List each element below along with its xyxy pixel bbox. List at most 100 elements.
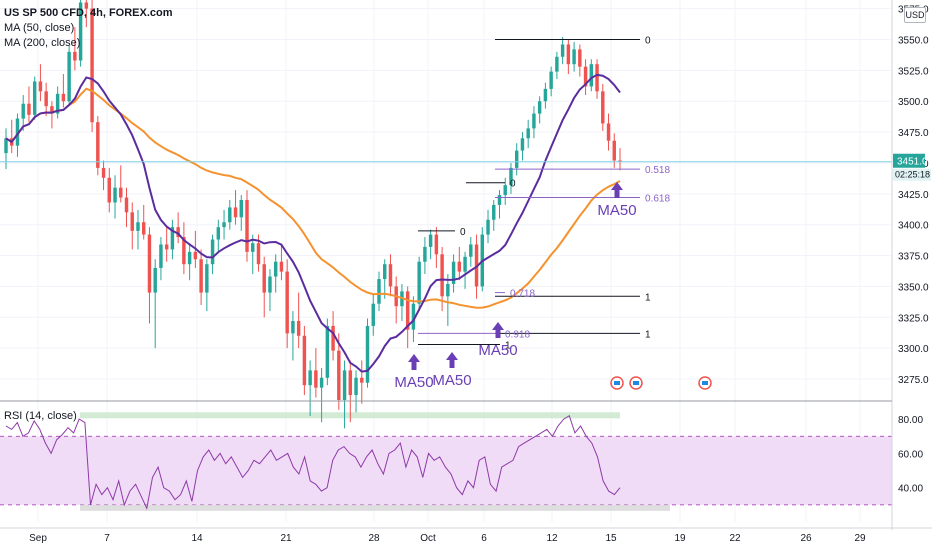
candle-body bbox=[503, 185, 507, 196]
candle-body bbox=[239, 200, 243, 218]
candle bbox=[170, 219, 175, 260]
ma50-legend[interactable]: MA (50, close) bbox=[4, 22, 75, 34]
rsi-band bbox=[0, 412, 892, 511]
up-arrow-icon bbox=[492, 322, 504, 338]
time-tick-label: 15 bbox=[605, 533, 617, 544]
candle bbox=[61, 74, 66, 108]
candle-body bbox=[285, 271, 289, 334]
candle-body bbox=[55, 93, 60, 114]
candle-body bbox=[319, 377, 324, 388]
candle bbox=[222, 209, 226, 240]
candle bbox=[497, 190, 502, 219]
candle bbox=[228, 200, 232, 230]
price-tick-label: 3425.0 bbox=[898, 190, 929, 201]
candle-body bbox=[38, 81, 43, 92]
rsi-tick-label: 40.00 bbox=[898, 484, 923, 495]
candle-body bbox=[492, 204, 496, 220]
candle bbox=[583, 59, 588, 96]
candle bbox=[555, 51, 559, 80]
candle-body bbox=[279, 261, 284, 272]
candle-body bbox=[537, 101, 542, 114]
candle bbox=[365, 318, 370, 388]
candle-body bbox=[417, 261, 421, 304]
candle-body bbox=[606, 123, 611, 141]
time-tick-label: 7 bbox=[104, 533, 110, 544]
candle-body bbox=[486, 219, 490, 235]
candle-body bbox=[90, 8, 94, 123]
candle bbox=[273, 254, 278, 293]
candle bbox=[84, 0, 89, 28]
candle bbox=[589, 59, 594, 92]
fib-level-label: 0.518 bbox=[645, 165, 670, 176]
candle bbox=[520, 132, 525, 161]
candle-body bbox=[164, 244, 169, 250]
ma50-label: MA50 bbox=[597, 202, 636, 219]
candle bbox=[199, 249, 203, 305]
candle-body bbox=[601, 91, 605, 124]
price-tick-label: 3475.0 bbox=[898, 128, 929, 139]
candle-body bbox=[612, 140, 616, 161]
candle bbox=[176, 212, 180, 244]
candle bbox=[337, 333, 341, 410]
time-tick-label: 19 bbox=[674, 533, 686, 544]
candle-body bbox=[251, 243, 255, 252]
candle-body bbox=[463, 256, 467, 272]
candle-body bbox=[365, 325, 370, 383]
candle bbox=[4, 128, 8, 170]
candle bbox=[423, 237, 427, 275]
candle-body bbox=[377, 279, 381, 304]
candle bbox=[159, 237, 163, 281]
candle bbox=[549, 66, 553, 97]
candle bbox=[302, 325, 307, 396]
candle bbox=[124, 187, 129, 228]
candle bbox=[377, 271, 381, 312]
candle-body bbox=[572, 49, 576, 65]
ma50-label: MA50 bbox=[394, 374, 433, 391]
candle bbox=[101, 160, 106, 191]
candlestick-series bbox=[4, 0, 622, 429]
price-tick-label: 3525.0 bbox=[898, 66, 929, 77]
candle-body bbox=[342, 370, 347, 400]
time-tick-label: 28 bbox=[368, 533, 380, 544]
fib-level-label: 0 bbox=[645, 36, 651, 47]
candle bbox=[153, 259, 157, 349]
candle-body bbox=[543, 88, 548, 102]
candle bbox=[130, 202, 134, 250]
candle-body bbox=[428, 234, 433, 247]
candle-body bbox=[119, 187, 123, 198]
candle-body bbox=[296, 320, 301, 336]
candle-body bbox=[532, 113, 536, 129]
candle-body bbox=[233, 207, 238, 218]
candle-body bbox=[256, 243, 261, 265]
currency-badge[interactable]: USD bbox=[904, 7, 926, 23]
ma200-legend[interactable]: MA (200, close) bbox=[4, 37, 81, 49]
candle bbox=[308, 360, 312, 417]
time-tick-label: 6 bbox=[481, 533, 487, 544]
symbol-title[interactable]: US SP 500 CFD, 4h, FOREX.com bbox=[4, 7, 173, 19]
candle bbox=[360, 360, 364, 404]
price-tick-label: 3375.0 bbox=[898, 252, 929, 263]
countdown-label: 02:25:18 bbox=[895, 170, 930, 180]
candle bbox=[21, 95, 25, 131]
candle bbox=[187, 243, 192, 281]
rsi-legend[interactable]: RSI (14, close) bbox=[4, 409, 77, 424]
candle-body bbox=[130, 212, 134, 231]
candle bbox=[618, 148, 622, 171]
candle-body bbox=[222, 222, 226, 228]
time-tick-label: 22 bbox=[729, 533, 741, 544]
candle-body bbox=[423, 246, 427, 262]
candle bbox=[469, 237, 473, 267]
candle-body bbox=[589, 64, 594, 87]
candle-body bbox=[560, 44, 565, 57]
candle bbox=[141, 204, 146, 240]
candle bbox=[457, 246, 462, 281]
candle-body bbox=[136, 222, 140, 231]
candle-body bbox=[147, 234, 152, 293]
ma50-line bbox=[5, 73, 621, 373]
candle bbox=[595, 59, 599, 99]
candle bbox=[27, 86, 31, 123]
candle-body bbox=[451, 261, 456, 284]
candle-body bbox=[325, 325, 330, 378]
ma50-label: MA50 bbox=[478, 342, 517, 359]
